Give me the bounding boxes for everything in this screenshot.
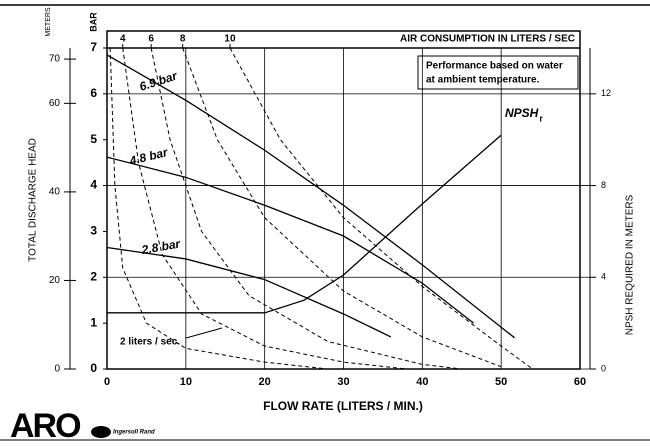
x-tick-label: 50 [495, 376, 507, 388]
x-tick-label: 30 [337, 376, 349, 388]
y-tick-label: 4 [90, 178, 97, 192]
y-axis-title: TOTAL DISCHARGE HEAD [28, 138, 39, 262]
x-tick-label: 20 [259, 376, 271, 388]
series-label: 4.8 bar [127, 145, 170, 169]
air-curve [150, 47, 462, 370]
y2-tick-label: 0 [601, 363, 606, 373]
meters-tick-label: 40 [49, 187, 61, 198]
y2-axis-title: NPSH REQUIRED IN METERS [625, 194, 636, 335]
y-tick-label: 2 [90, 269, 97, 283]
air-curve-label: 2 liters / sec. [120, 337, 180, 348]
air-curve [229, 47, 533, 370]
y2-tick-label: 4 [601, 272, 606, 282]
y-unit: BAR [88, 12, 98, 32]
brand-mark [91, 426, 111, 438]
series-line [106, 54, 515, 339]
x2-tick-label: 10 [224, 34, 236, 45]
x-tick-label: 0 [104, 376, 110, 388]
series-label: NPSH [505, 106, 539, 120]
note-line: at ambient temperature. [426, 75, 540, 86]
note-box [417, 55, 579, 90]
brand-logo: ARO [10, 407, 81, 445]
series-line [107, 134, 502, 314]
series-label-subscript: r [539, 113, 543, 123]
air-curve [109, 47, 328, 370]
y-tick-label: 7 [90, 40, 97, 54]
brand-name: Ingersoll Rand [113, 430, 155, 436]
x-tick-label: 60 [574, 376, 586, 388]
meters-unit: METERS [45, 7, 52, 37]
x-tick-label: 10 [180, 376, 192, 388]
meters-tick-label: 0 [54, 364, 60, 375]
air-curve [122, 47, 407, 370]
x2-tick-label: 8 [180, 34, 186, 45]
series-label: 2.8 bar [140, 236, 183, 257]
y-tick-label: 1 [90, 315, 97, 329]
y-tick-label: 3 [90, 224, 97, 238]
air-curve [182, 47, 502, 368]
meters-tick-label: 70 [49, 54, 61, 65]
y2-tick-label: 12 [601, 88, 611, 98]
leader-line [185, 327, 223, 339]
series-line [106, 156, 474, 324]
y-tick-label: 0 [90, 361, 97, 375]
y-tick-label: 6 [90, 86, 97, 100]
x-axis-title: FLOW RATE (LITERS / MIN.) [263, 399, 423, 413]
y-tick-label: 5 [90, 132, 97, 146]
x2-tick-label: 6 [148, 34, 154, 45]
x-tick-label: 40 [416, 376, 428, 388]
meters-tick-label: 20 [49, 275, 61, 286]
x2-tick-label: 4 [120, 34, 126, 45]
top-axis-title: AIR CONSUMPTION IN LITERS / SEC [400, 34, 575, 45]
series-label: 6.9 bar [138, 68, 180, 94]
meters-tick-label: 60 [49, 98, 61, 109]
note-line: Performance based on water [426, 61, 563, 72]
series-line [106, 246, 392, 338]
y2-tick-label: 8 [601, 180, 606, 190]
